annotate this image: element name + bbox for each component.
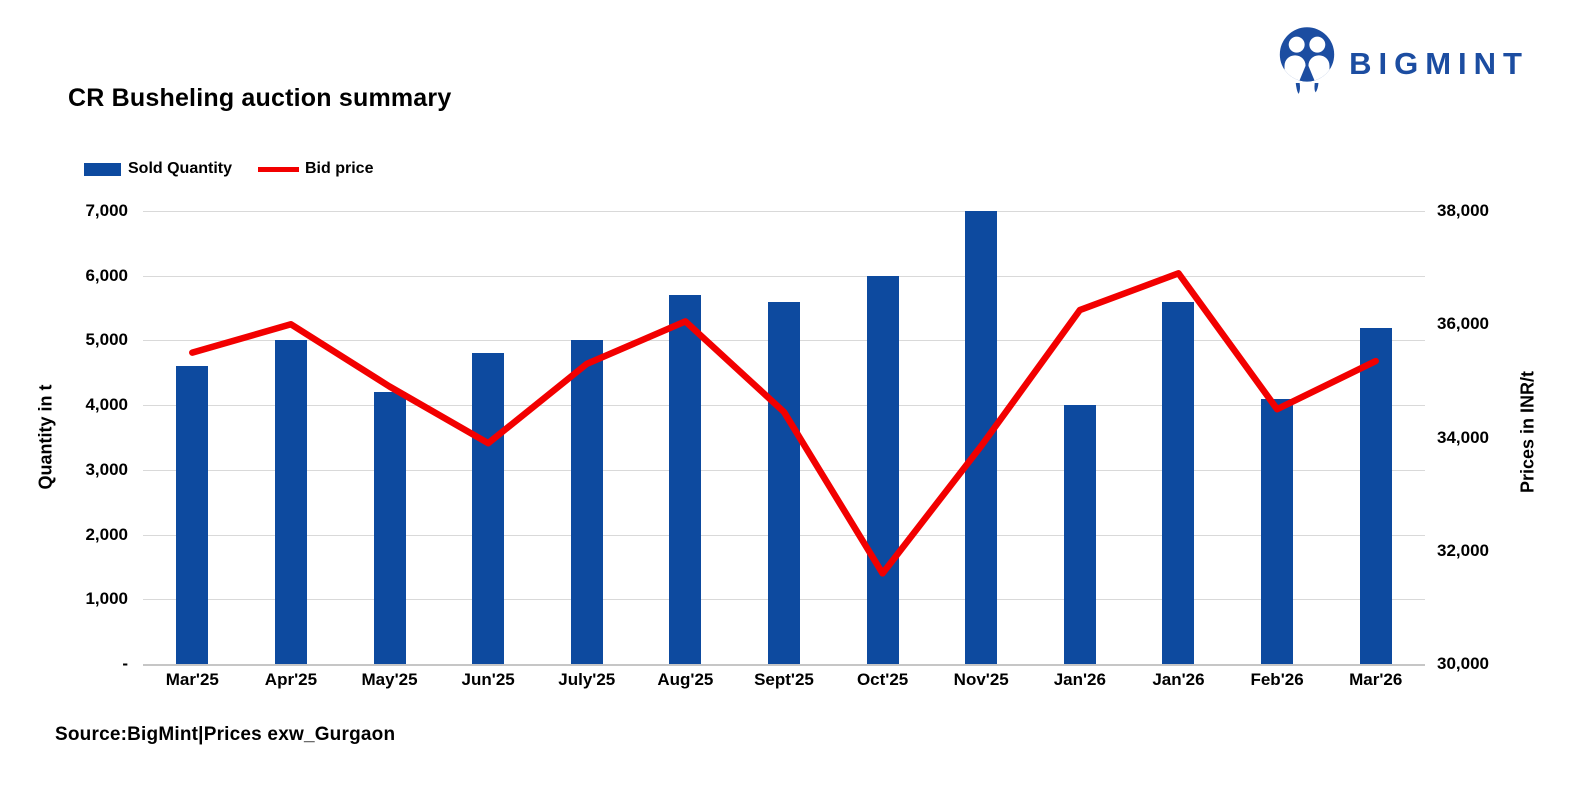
x-tick-label: Jun'25 [461, 670, 515, 689]
bar [274, 340, 307, 664]
y-tick-left: 2,000 [85, 524, 128, 544]
right-axis-title: Prices in INR/t [1517, 370, 1538, 494]
bar [1063, 405, 1096, 664]
x-tick-label: May'25 [361, 670, 418, 689]
y-tick-left: 1,000 [85, 589, 128, 609]
legend-label-bid-price: Bid price [305, 160, 374, 177]
x-axis-baseline [143, 664, 1425, 666]
legend-bar-swatch [84, 162, 121, 176]
gridline [143, 211, 1425, 212]
y-tick-left: 7,000 [85, 201, 128, 220]
y-tick-right: 38,000 [1437, 201, 1489, 220]
bar [1162, 301, 1195, 664]
bar [472, 353, 505, 664]
legend-line-swatch [258, 166, 299, 172]
y-tick-left: 5,000 [85, 330, 128, 350]
y-tick-left: - [122, 654, 128, 673]
y-tick-right: 36,000 [1437, 314, 1489, 334]
x-tick-label: Aug'25 [657, 670, 714, 689]
legend: Sold Quantity Bid price [84, 160, 373, 178]
bar [1359, 327, 1392, 664]
y-tick-right: 32,000 [1437, 540, 1489, 560]
x-tick-label: Nov'25 [953, 670, 1009, 689]
bar [1261, 398, 1294, 664]
x-tick-label: Mar'25 [165, 670, 219, 689]
bar [176, 366, 209, 664]
legend-item-sold-quantity: Sold Quantity [84, 160, 232, 178]
x-tick-label: Sept'25 [754, 670, 814, 689]
bar [669, 295, 702, 664]
y-tick-right: 34,000 [1437, 427, 1489, 447]
y-tick-left: 4,000 [85, 395, 128, 415]
bigmint-people-icon [1277, 26, 1337, 101]
page-title: CR Busheling auction summary [68, 84, 452, 112]
x-tick-label: Oct'25 [856, 670, 909, 689]
legend-label-sold-quantity: Sold Quantity [128, 160, 232, 177]
plot-area [143, 211, 1425, 666]
x-tick-label: July'25 [558, 670, 616, 689]
bigmint-logo: BIGMINT [1277, 26, 1529, 101]
bar [768, 301, 800, 664]
bar [570, 340, 603, 664]
bid-price-line [189, 270, 1379, 577]
legend-item-bid-price: Bid price [258, 160, 373, 178]
y-tick-left: 6,000 [85, 265, 128, 285]
x-tick-label: Jan'26 [1053, 670, 1106, 689]
x-tick-label: Jan'26 [1152, 670, 1205, 689]
bar [373, 392, 406, 664]
x-tick-label: Mar'26 [1349, 670, 1403, 689]
x-tick-label: Feb'26 [1250, 670, 1304, 689]
gridline [143, 275, 1425, 277]
x-tick-label: Apr'25 [264, 670, 318, 689]
y-tick-left: 3,000 [85, 459, 128, 479]
bar [866, 275, 899, 664]
footer-source: Source:BigMint|Prices exw_Gurgaon [55, 724, 396, 745]
bigmint-logo-text: BIGMINT [1349, 45, 1529, 81]
y-tick-right: 30,000 [1437, 654, 1489, 673]
bar [965, 211, 998, 664]
